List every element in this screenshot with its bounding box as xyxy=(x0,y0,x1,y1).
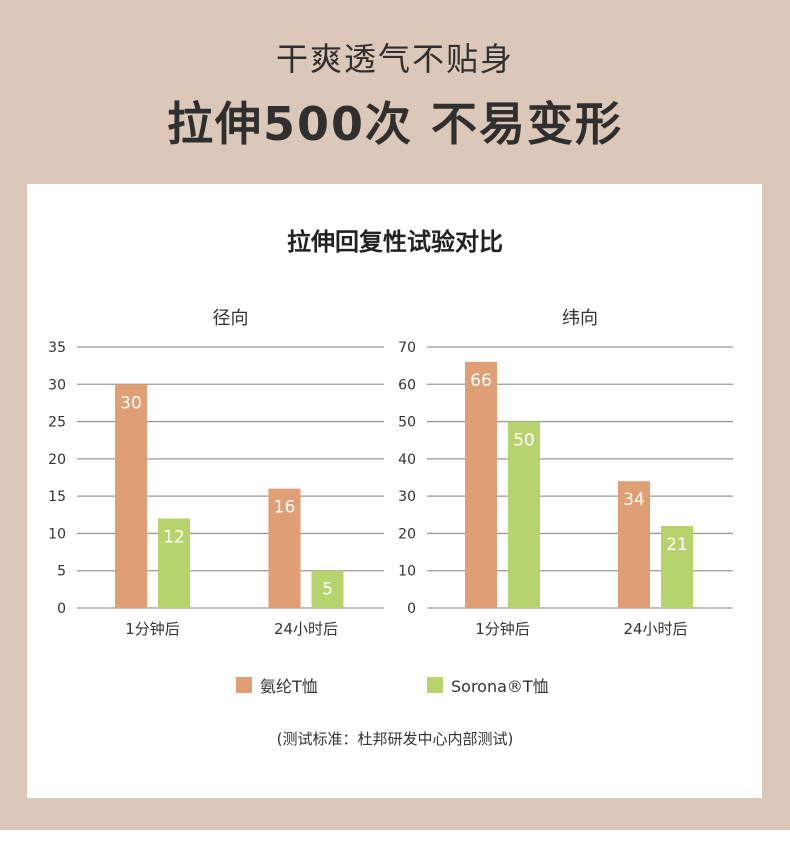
y-tick-label-0-20: 20 xyxy=(48,452,66,468)
data-label-0-0-1: 12 xyxy=(163,528,185,548)
x-category-label-1-1: 24小时后 xyxy=(623,620,687,638)
data-label-1-0-1: 50 xyxy=(513,431,535,451)
y-tick-label-1-10: 10 xyxy=(398,564,416,580)
chart-title-1: 纬向 xyxy=(562,308,598,329)
y-tick-label-0-10: 10 xyxy=(48,526,66,542)
bar-1-0-0 xyxy=(465,361,497,608)
hero-headline: 拉伸500次 不易变形 xyxy=(166,97,624,151)
data-label-0-1-1: 5 xyxy=(322,580,333,600)
chart-title-0: 径向 xyxy=(213,308,249,329)
bar-0-0-0 xyxy=(115,384,147,608)
test-standard-footnote: (测试标准：杜邦研发中心内部测试) xyxy=(276,730,514,748)
y-tick-label-1-40: 40 xyxy=(398,452,416,468)
bar-1-1-1 xyxy=(661,525,693,608)
y-tick-label-1-50: 50 xyxy=(398,415,416,431)
data-label-0-0-0: 30 xyxy=(120,393,142,413)
y-tick-label-1-20: 20 xyxy=(398,526,416,542)
y-tick-label-1-60: 60 xyxy=(398,377,416,393)
y-tick-label-0-30: 30 xyxy=(48,377,66,393)
y-tick-label-1-0: 0 xyxy=(407,601,416,617)
legend-swatch-sorona xyxy=(427,677,443,693)
data-label-1-1-1: 21 xyxy=(666,535,688,555)
y-tick-label-1-30: 30 xyxy=(398,489,416,505)
data-label-1-1-0: 34 xyxy=(623,490,645,510)
bar-0-1-1 xyxy=(311,570,344,608)
data-label-1-0-0: 66 xyxy=(470,371,492,391)
bar-0-1-0 xyxy=(268,488,301,608)
bar-1-1-0 xyxy=(618,481,650,608)
legend-swatch-spandex xyxy=(236,677,252,693)
y-tick-label-1-70: 70 xyxy=(398,340,416,356)
legend-item-sorona: Sorona®T恤 xyxy=(427,674,549,696)
y-tick-label-0-5: 5 xyxy=(57,564,66,580)
legend-label-sorona: Sorona®T恤 xyxy=(451,677,549,696)
y-tick-label-0-15: 15 xyxy=(48,489,66,505)
hero-banner: 干爽透气不贴身 拉伸500次 不易变形 xyxy=(0,0,790,184)
x-category-label-0-0: 1分钟后 xyxy=(125,620,180,638)
y-tick-label-0-25: 25 xyxy=(48,415,66,431)
x-category-label-1-0: 1分钟后 xyxy=(475,620,530,638)
y-tick-label-0-35: 35 xyxy=(48,340,66,356)
x-category-label-0-1: 24小时后 xyxy=(274,620,338,638)
legend-item-spandex: 氨纶T恤 xyxy=(236,674,318,696)
data-label-0-1-0: 16 xyxy=(274,498,296,518)
bottom-band xyxy=(0,830,790,854)
bar-1-0-1 xyxy=(508,421,540,608)
legend-label-spandex: 氨纶T恤 xyxy=(260,677,318,696)
hero-subtitle: 干爽透气不贴身 xyxy=(275,40,514,78)
chart-card-title: 拉伸回复性试验对比 xyxy=(287,228,503,256)
bar-0-0-1 xyxy=(158,518,190,608)
y-tick-label-0-0: 0 xyxy=(57,601,66,617)
